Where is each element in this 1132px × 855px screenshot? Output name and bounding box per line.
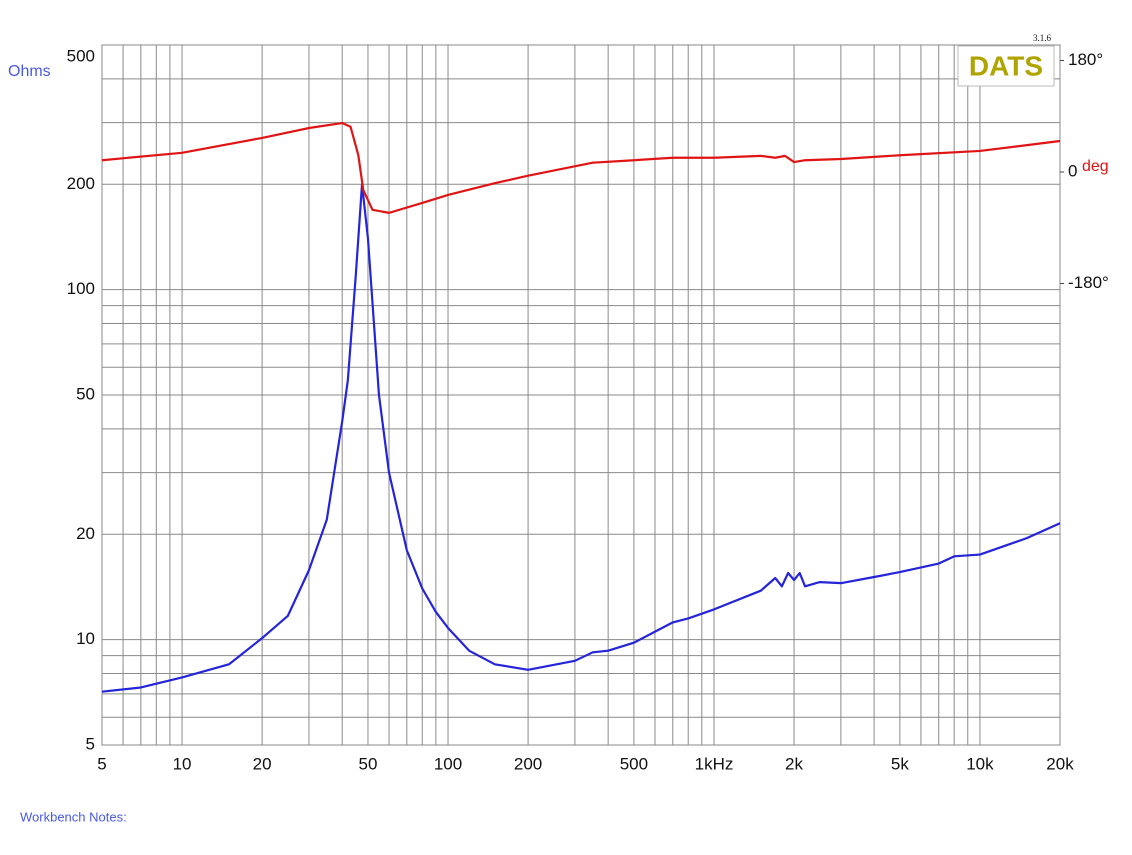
y2-axis-label: deg — [1082, 158, 1109, 175]
x-tick-label: 10k — [966, 754, 994, 773]
y-tick-label: 50 — [76, 384, 95, 403]
y-axis-label: Ohms — [8, 63, 51, 80]
y-tick-label: 500 — [67, 46, 95, 65]
y-tick-label: 100 — [67, 279, 95, 298]
series-line — [101, 121, 1061, 214]
version: 3.1.6 — [1033, 33, 1052, 43]
logo-box — [957, 45, 1055, 87]
x-tick-label: 20 — [253, 754, 272, 773]
y-tick-label: 200 — [67, 174, 95, 193]
x-tick-label: 2k — [785, 754, 803, 773]
y2-tick-label: 180° — [1068, 50, 1103, 69]
y2-tick-label: -180° — [1068, 273, 1109, 292]
y-tick-label: 10 — [76, 629, 95, 648]
x-tick-label: 10 — [173, 754, 192, 773]
y2-tick-label: 0 — [1068, 161, 1077, 180]
x-tick-label: 200 — [514, 754, 542, 773]
y-tick-label: 5 — [86, 734, 95, 753]
x-tick-label: 5k — [891, 754, 909, 773]
x-tick-label: 100 — [434, 754, 462, 773]
x-tick-label: 500 — [620, 754, 648, 773]
y-tick-label: 20 — [76, 524, 95, 543]
x-tick-label: 5 — [97, 754, 106, 773]
x-tick-label: 1kHz — [695, 754, 734, 773]
logo: DATS — [969, 50, 1043, 81]
x-tick-label: 50 — [358, 754, 377, 773]
notes: Workbench Notes: — [20, 809, 127, 824]
x-tick-label: 20k — [1046, 754, 1074, 773]
series-line — [101, 183, 1061, 693]
